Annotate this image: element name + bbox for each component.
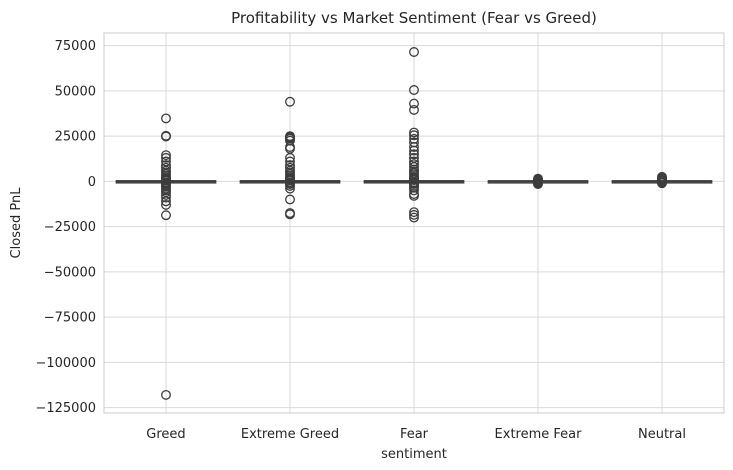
box-group	[363, 47, 465, 223]
outlier-point	[409, 85, 419, 95]
x-tick-labels: Greed Extreme Greed Fear Extreme Fear Neutra…	[146, 427, 686, 442]
outlier-point	[161, 190, 171, 200]
outlier-point	[409, 127, 419, 138]
outlier-point	[409, 207, 419, 218]
outlier-point	[409, 104, 419, 115]
outlier-point	[409, 142, 419, 152]
outlier-point	[161, 152, 171, 163]
outlier-point	[285, 96, 295, 107]
outlier-point	[161, 389, 171, 400]
y-tick-label: −100000	[35, 356, 96, 371]
outlier-point	[161, 150, 171, 161]
box-elements	[115, 47, 713, 400]
x-tick-label: Neutral	[638, 427, 686, 442]
y-tick-label: 0	[88, 175, 96, 190]
y-tick-label: 25000	[55, 130, 96, 145]
outlier-point	[285, 152, 295, 163]
box-group	[487, 173, 589, 190]
grid-lines	[104, 33, 724, 413]
outlier-point	[409, 185, 419, 196]
box-group	[611, 171, 713, 189]
x-tick-label: Extreme Fear	[495, 427, 583, 442]
outlier-point	[533, 179, 543, 190]
y-tick-label: −50000	[44, 265, 96, 280]
outlier-point	[161, 210, 171, 221]
x-tick-label: Fear	[400, 427, 429, 442]
outlier-point	[409, 47, 419, 57]
plot-frame	[103, 32, 725, 414]
y-tick-label: −75000	[44, 311, 96, 326]
box-group	[115, 113, 217, 400]
outlier-point	[285, 183, 295, 194]
outlier-point	[285, 209, 295, 220]
y-tick-label: −25000	[44, 220, 96, 235]
y-axis-label: Closed PnL	[9, 187, 24, 259]
outlier-point	[285, 194, 295, 205]
outlier-point	[161, 192, 171, 203]
outlier-point	[409, 130, 419, 141]
y-tick-label: 75000	[55, 39, 96, 54]
outlier-point	[409, 190, 419, 201]
outlier-point	[161, 196, 171, 207]
outlier-point	[409, 209, 419, 220]
outlier-point	[161, 199, 171, 210]
outlier-point	[285, 180, 295, 191]
outlier-point	[409, 145, 419, 156]
y-tick-labels: 75000 50000 25000 0 −25000 −50000 −75000 −10000…	[35, 39, 96, 416]
outlier-point	[409, 212, 419, 223]
outlier-point	[657, 178, 667, 189]
x-tick-label: Greed	[146, 427, 185, 442]
outlier-point	[409, 149, 419, 160]
x-axis-label: sentiment	[381, 447, 447, 462]
y-tick-label: 50000	[55, 84, 96, 99]
outlier-point	[161, 113, 171, 124]
chart-title: Profitability vs Market Sentiment (Fear …	[231, 9, 597, 27]
box-group	[239, 96, 341, 220]
x-tick-label: Extreme Greed	[241, 427, 339, 442]
outlier-point	[161, 131, 171, 142]
y-tick-label: −125000	[35, 401, 96, 416]
outlier-point	[409, 98, 419, 109]
